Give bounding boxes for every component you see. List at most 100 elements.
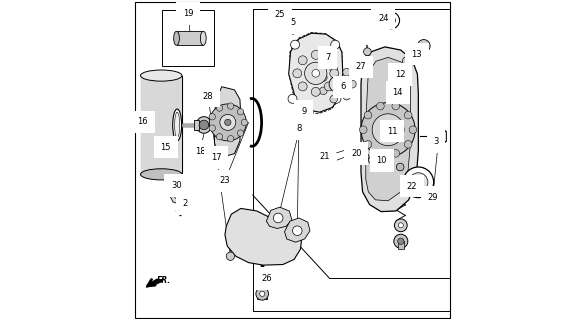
Text: 21: 21: [319, 152, 329, 161]
Circle shape: [398, 223, 404, 228]
Text: 22: 22: [407, 182, 417, 191]
Circle shape: [220, 115, 236, 130]
Ellipse shape: [201, 31, 206, 45]
Circle shape: [319, 74, 327, 81]
Polygon shape: [170, 187, 187, 204]
Text: 7: 7: [325, 53, 331, 62]
Circle shape: [324, 82, 333, 91]
Circle shape: [330, 69, 339, 78]
Text: 10: 10: [377, 156, 387, 165]
Bar: [438, 131, 446, 141]
Text: 2: 2: [182, 199, 187, 208]
Ellipse shape: [197, 117, 212, 133]
Circle shape: [209, 104, 246, 141]
Text: 16: 16: [137, 117, 148, 126]
Circle shape: [256, 287, 269, 300]
Circle shape: [369, 157, 375, 163]
Circle shape: [332, 94, 341, 103]
Circle shape: [216, 105, 223, 111]
Circle shape: [330, 65, 338, 73]
Circle shape: [176, 207, 184, 215]
Circle shape: [228, 103, 234, 109]
Polygon shape: [288, 33, 343, 112]
Circle shape: [377, 102, 384, 110]
Circle shape: [398, 238, 404, 244]
Text: 30: 30: [171, 181, 181, 190]
Bar: [422, 46, 426, 58]
Bar: [257, 290, 267, 299]
Circle shape: [417, 40, 430, 52]
Text: 26: 26: [261, 274, 271, 283]
Bar: [177, 31, 204, 45]
Circle shape: [238, 130, 244, 136]
Circle shape: [409, 173, 428, 192]
Circle shape: [364, 111, 372, 119]
Circle shape: [397, 163, 404, 171]
Circle shape: [383, 124, 394, 135]
Circle shape: [225, 119, 231, 125]
Bar: [162, 10, 215, 66]
Text: 11: 11: [387, 127, 397, 136]
Ellipse shape: [140, 70, 182, 81]
Circle shape: [361, 103, 415, 157]
Circle shape: [312, 69, 319, 77]
Text: 18: 18: [195, 147, 205, 156]
Text: 19: 19: [183, 9, 194, 18]
Circle shape: [241, 119, 247, 125]
Circle shape: [226, 252, 235, 260]
Circle shape: [273, 213, 283, 223]
Circle shape: [404, 111, 412, 119]
Circle shape: [357, 145, 368, 155]
Text: FR.: FR.: [157, 276, 171, 285]
Circle shape: [387, 16, 395, 25]
Polygon shape: [366, 57, 411, 201]
Circle shape: [362, 153, 369, 161]
Circle shape: [298, 56, 307, 65]
Circle shape: [329, 76, 345, 92]
Polygon shape: [361, 47, 418, 212]
Text: 14: 14: [393, 88, 403, 97]
Circle shape: [238, 108, 244, 115]
Bar: [398, 241, 404, 249]
Circle shape: [364, 140, 372, 148]
Ellipse shape: [174, 112, 180, 138]
Circle shape: [403, 167, 433, 197]
Text: 12: 12: [395, 70, 405, 79]
Circle shape: [311, 50, 320, 59]
Circle shape: [288, 19, 297, 28]
Circle shape: [174, 191, 181, 199]
Circle shape: [319, 87, 327, 95]
Circle shape: [216, 133, 223, 140]
Text: 25: 25: [274, 10, 285, 19]
Polygon shape: [284, 218, 310, 242]
Text: 28: 28: [203, 92, 214, 101]
Circle shape: [359, 126, 367, 133]
Text: 9: 9: [301, 107, 307, 116]
Circle shape: [199, 120, 209, 130]
Ellipse shape: [174, 31, 180, 45]
Text: 5: 5: [291, 18, 296, 27]
Circle shape: [372, 114, 404, 146]
Circle shape: [292, 226, 302, 236]
Bar: [140, 76, 182, 174]
Circle shape: [291, 40, 300, 49]
Circle shape: [377, 149, 384, 157]
Polygon shape: [266, 207, 292, 228]
Circle shape: [305, 62, 327, 84]
Circle shape: [334, 81, 340, 87]
Bar: [439, 130, 445, 142]
Circle shape: [209, 114, 215, 120]
Text: 17: 17: [211, 153, 221, 162]
Circle shape: [392, 149, 400, 157]
Circle shape: [331, 40, 340, 49]
Text: 4: 4: [325, 159, 330, 168]
Text: 23: 23: [219, 176, 230, 185]
Circle shape: [402, 56, 412, 66]
Text: 29: 29: [428, 193, 438, 202]
Text: 8: 8: [296, 124, 301, 133]
Circle shape: [394, 234, 408, 248]
Circle shape: [260, 291, 265, 296]
Ellipse shape: [140, 169, 182, 180]
Circle shape: [392, 102, 400, 110]
Ellipse shape: [173, 109, 181, 141]
